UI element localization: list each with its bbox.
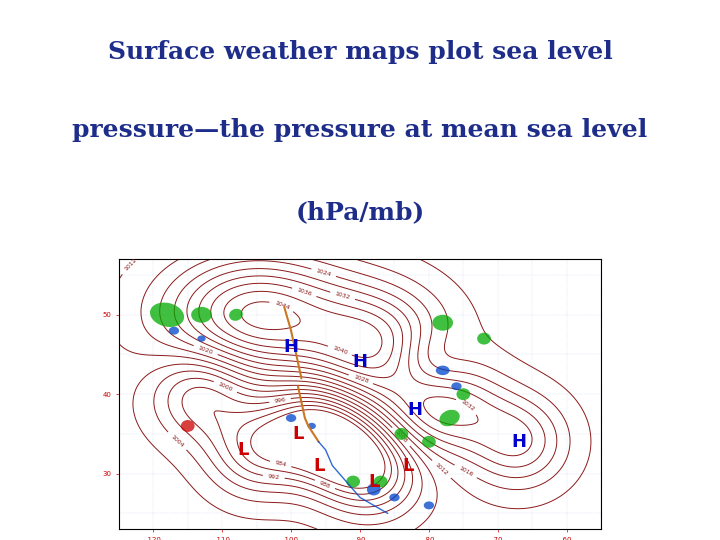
Text: L: L [368,472,379,490]
Text: 1040: 1040 [332,346,348,356]
Ellipse shape [192,307,212,323]
Text: pressure—the pressure at mean sea level: pressure—the pressure at mean sea level [73,118,647,141]
Text: L: L [402,457,414,475]
Ellipse shape [286,414,296,422]
Ellipse shape [367,483,381,496]
Text: 996: 996 [274,397,287,404]
Ellipse shape [433,315,453,330]
Text: H: H [284,338,299,355]
Ellipse shape [374,476,387,488]
Text: 1032: 1032 [459,399,475,413]
Ellipse shape [229,309,243,321]
Ellipse shape [477,333,491,345]
Ellipse shape [197,335,206,342]
Text: 984: 984 [274,460,287,468]
Text: 1028: 1028 [353,374,369,384]
Text: L: L [292,425,304,443]
Text: 988: 988 [318,480,331,489]
Text: 1020: 1020 [197,345,214,355]
Text: 1012: 1012 [123,257,138,272]
Text: 1008: 1008 [394,429,408,444]
Text: H: H [408,401,423,419]
Ellipse shape [181,420,194,432]
Ellipse shape [422,436,436,448]
Ellipse shape [168,327,179,335]
Text: 1016: 1016 [458,465,474,477]
Ellipse shape [456,388,470,400]
Ellipse shape [390,494,400,502]
Text: 1024: 1024 [315,268,332,278]
Text: H: H [511,433,526,451]
Text: 1044: 1044 [274,300,290,310]
Text: Surface weather maps plot sea level: Surface weather maps plot sea level [107,40,613,64]
Text: 992: 992 [267,474,280,480]
Ellipse shape [451,382,462,390]
Text: 1004: 1004 [170,434,184,448]
Ellipse shape [346,476,360,488]
Text: H: H [353,354,367,372]
Text: (hPa/mb): (hPa/mb) [295,200,425,225]
Ellipse shape [439,410,460,426]
Ellipse shape [395,428,408,440]
Ellipse shape [424,502,434,509]
Ellipse shape [307,423,316,429]
Text: 1012: 1012 [434,462,449,476]
Text: L: L [313,457,324,475]
Ellipse shape [150,302,184,327]
Text: L: L [237,441,248,459]
Text: 1032: 1032 [334,291,351,300]
Ellipse shape [436,366,449,375]
Text: 1036: 1036 [296,287,312,297]
Text: 1000: 1000 [217,381,233,392]
